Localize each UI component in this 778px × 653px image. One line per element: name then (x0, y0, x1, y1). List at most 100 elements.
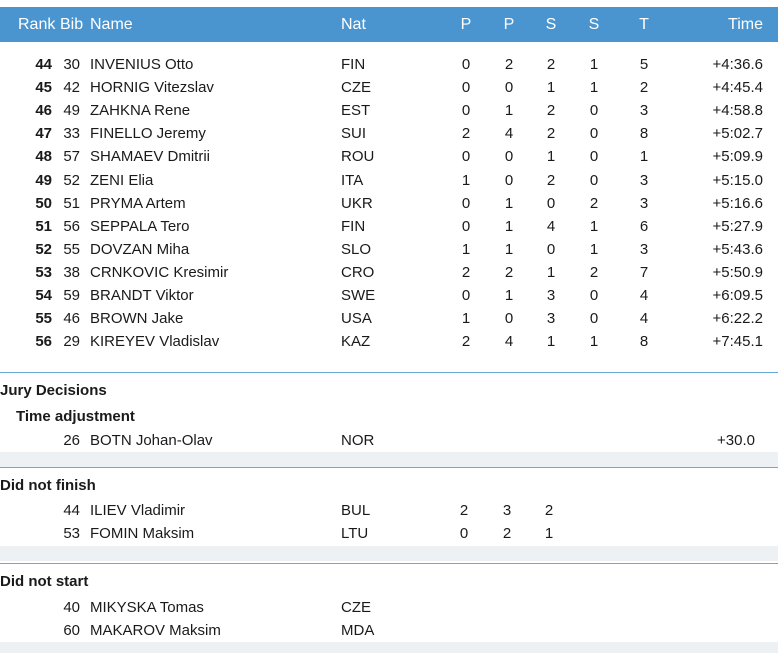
total-cell: 8 (639, 333, 649, 351)
rank-cell: 47 (35, 125, 52, 143)
prone-1-cell: 0 (461, 79, 471, 97)
name-cell: BRANDT Viktor (90, 287, 194, 304)
prone-2-cell: 1 (504, 194, 514, 212)
prone-1-cell: 2 (461, 125, 471, 143)
total-cell: 1 (639, 148, 649, 166)
prone-1-cell: 0 (461, 217, 471, 235)
nat-cell: LTU (341, 525, 369, 542)
standing-1-cell: 1 (544, 525, 554, 542)
standing-2-cell: 1 (589, 79, 599, 97)
standing-1-cell: 2 (546, 56, 556, 73)
time-cell: +5:50.9 (712, 263, 763, 281)
standing-1-cell: 3 (546, 287, 556, 304)
prone-1-cell: 0 (461, 287, 471, 304)
time-cell: +4:58.8 (712, 102, 763, 120)
result-row: 50 51 PRYMA Artem UKR 0 1 0 2 3 +5:16.6 (0, 192, 778, 215)
prone-2-cell: 4 (504, 125, 514, 143)
prone-2-cell: 1 (504, 240, 514, 258)
result-row: 56 29 KIREYEV Vladislav KAZ 2 4 1 1 8 +7:45.1 (0, 330, 778, 353)
nat-cell: SWE (341, 287, 376, 304)
bib-cell: 59 (63, 287, 80, 304)
dnf-row: 53 FOMIN Maksim LTU 0 2 1 (0, 522, 778, 545)
time-cell: +6:22.2 (712, 310, 763, 328)
standing-1-cell: 2 (546, 125, 556, 143)
standing-2-cell: 0 (589, 148, 599, 166)
rank-cell: 49 (35, 171, 52, 189)
dns-row: 60 MAKAROV Maksim MDA (0, 619, 778, 642)
standing-1-cell: 2 (544, 502, 554, 519)
time-cell: +5:27.9 (712, 217, 763, 235)
standing-2-cell: 0 (589, 171, 599, 189)
name-cell: SEPPALA Tero (90, 217, 190, 235)
column-time: Time (728, 16, 763, 33)
standing-2-cell: 1 (589, 333, 599, 351)
total-cell: 4 (639, 287, 649, 304)
nat-cell: FIN (341, 56, 366, 73)
bib-cell: 53 (63, 525, 80, 542)
total-cell: 5 (639, 56, 649, 73)
name-cell: FINELLO Jeremy (90, 125, 206, 143)
prone-1-cell: 0 (461, 194, 471, 212)
column-nat: Nat (341, 16, 366, 33)
bib-cell: 49 (63, 102, 80, 120)
standing-1-cell: 1 (546, 148, 556, 166)
bib-cell: 57 (63, 148, 80, 166)
bib-cell: 42 (63, 79, 80, 97)
standing-1-cell: 0 (546, 194, 556, 212)
bib-cell: 52 (63, 171, 80, 189)
time-cell: +4:36.6 (712, 56, 763, 73)
result-row: 52 55 DOVZAN Miha SLO 1 1 0 1 3 +5:43.6 (0, 238, 778, 261)
rank-cell: 51 (35, 217, 52, 235)
column-name: Name (90, 16, 133, 33)
prone-1-cell: 2 (461, 263, 471, 281)
rank-cell: 53 (35, 263, 52, 281)
column-standing-1: S (545, 16, 557, 33)
rank-cell: 45 (35, 79, 52, 97)
prone-1-cell: 1 (461, 240, 471, 258)
time-cell: +5:02.7 (712, 125, 763, 143)
prone-2-cell: 0 (504, 79, 514, 97)
rank-cell: 46 (35, 102, 52, 120)
time-cell: +5:09.9 (712, 148, 763, 166)
prone-2-cell: 0 (504, 171, 514, 189)
result-row: 53 38 CRNKOVIC Kresimir CRO 2 2 1 2 7 +5:50.9 (0, 261, 778, 284)
rank-cell: 55 (35, 310, 52, 328)
nat-cell: CZE (341, 79, 371, 97)
standing-2-cell: 1 (589, 217, 599, 235)
time-adjustment-title: Time adjustment (16, 408, 135, 425)
nat-cell: FIN (341, 217, 366, 235)
name-cell: DOVZAN Miha (90, 240, 190, 258)
nat-cell: SLO (341, 240, 372, 258)
jury-nat: NOR (341, 432, 375, 449)
prone-2-cell: 3 (502, 502, 512, 519)
time-cell: +5:43.6 (712, 240, 763, 258)
standing-2-cell: 1 (589, 240, 599, 258)
name-cell: FOMIN Maksim (90, 525, 195, 542)
bib-cell: 38 (63, 263, 80, 281)
bib-cell: 44 (63, 502, 80, 519)
jury-bib: 26 (63, 432, 80, 449)
standing-1-cell: 2 (546, 102, 556, 120)
total-cell: 2 (639, 79, 649, 97)
name-cell: INVENIUS Otto (90, 56, 194, 73)
nat-cell: CRO (341, 263, 375, 281)
total-cell: 3 (639, 240, 649, 258)
bib-cell: 56 (63, 217, 80, 235)
total-cell: 3 (639, 102, 649, 120)
result-row: 49 52 ZENI Elia ITA 1 0 2 0 3 +5:15.0 (0, 169, 778, 192)
standing-1-cell: 1 (546, 263, 556, 281)
rank-cell: 56 (35, 333, 52, 351)
nat-cell: UKR (341, 194, 373, 212)
prone-1-cell: 1 (461, 310, 471, 328)
jury-row: 26 BOTN Johan-Olav NOR +30.0 (0, 429, 778, 452)
jury-decisions-title: Jury Decisions (0, 382, 107, 399)
total-cell: 6 (639, 217, 649, 235)
dnf-row: 44 ILIEV Vladimir BUL 2 3 2 (0, 499, 778, 522)
name-cell: PRYMA Artem (90, 194, 186, 212)
time-cell: +5:15.0 (712, 171, 763, 189)
standing-2-cell: 2 (589, 194, 599, 212)
result-row: 55 46 BROWN Jake USA 1 0 3 0 4 +6:22.2 (0, 307, 778, 330)
name-cell: ZENI Elia (90, 171, 154, 189)
bib-cell: 60 (63, 622, 80, 639)
prone-1-cell: 0 (461, 148, 471, 166)
